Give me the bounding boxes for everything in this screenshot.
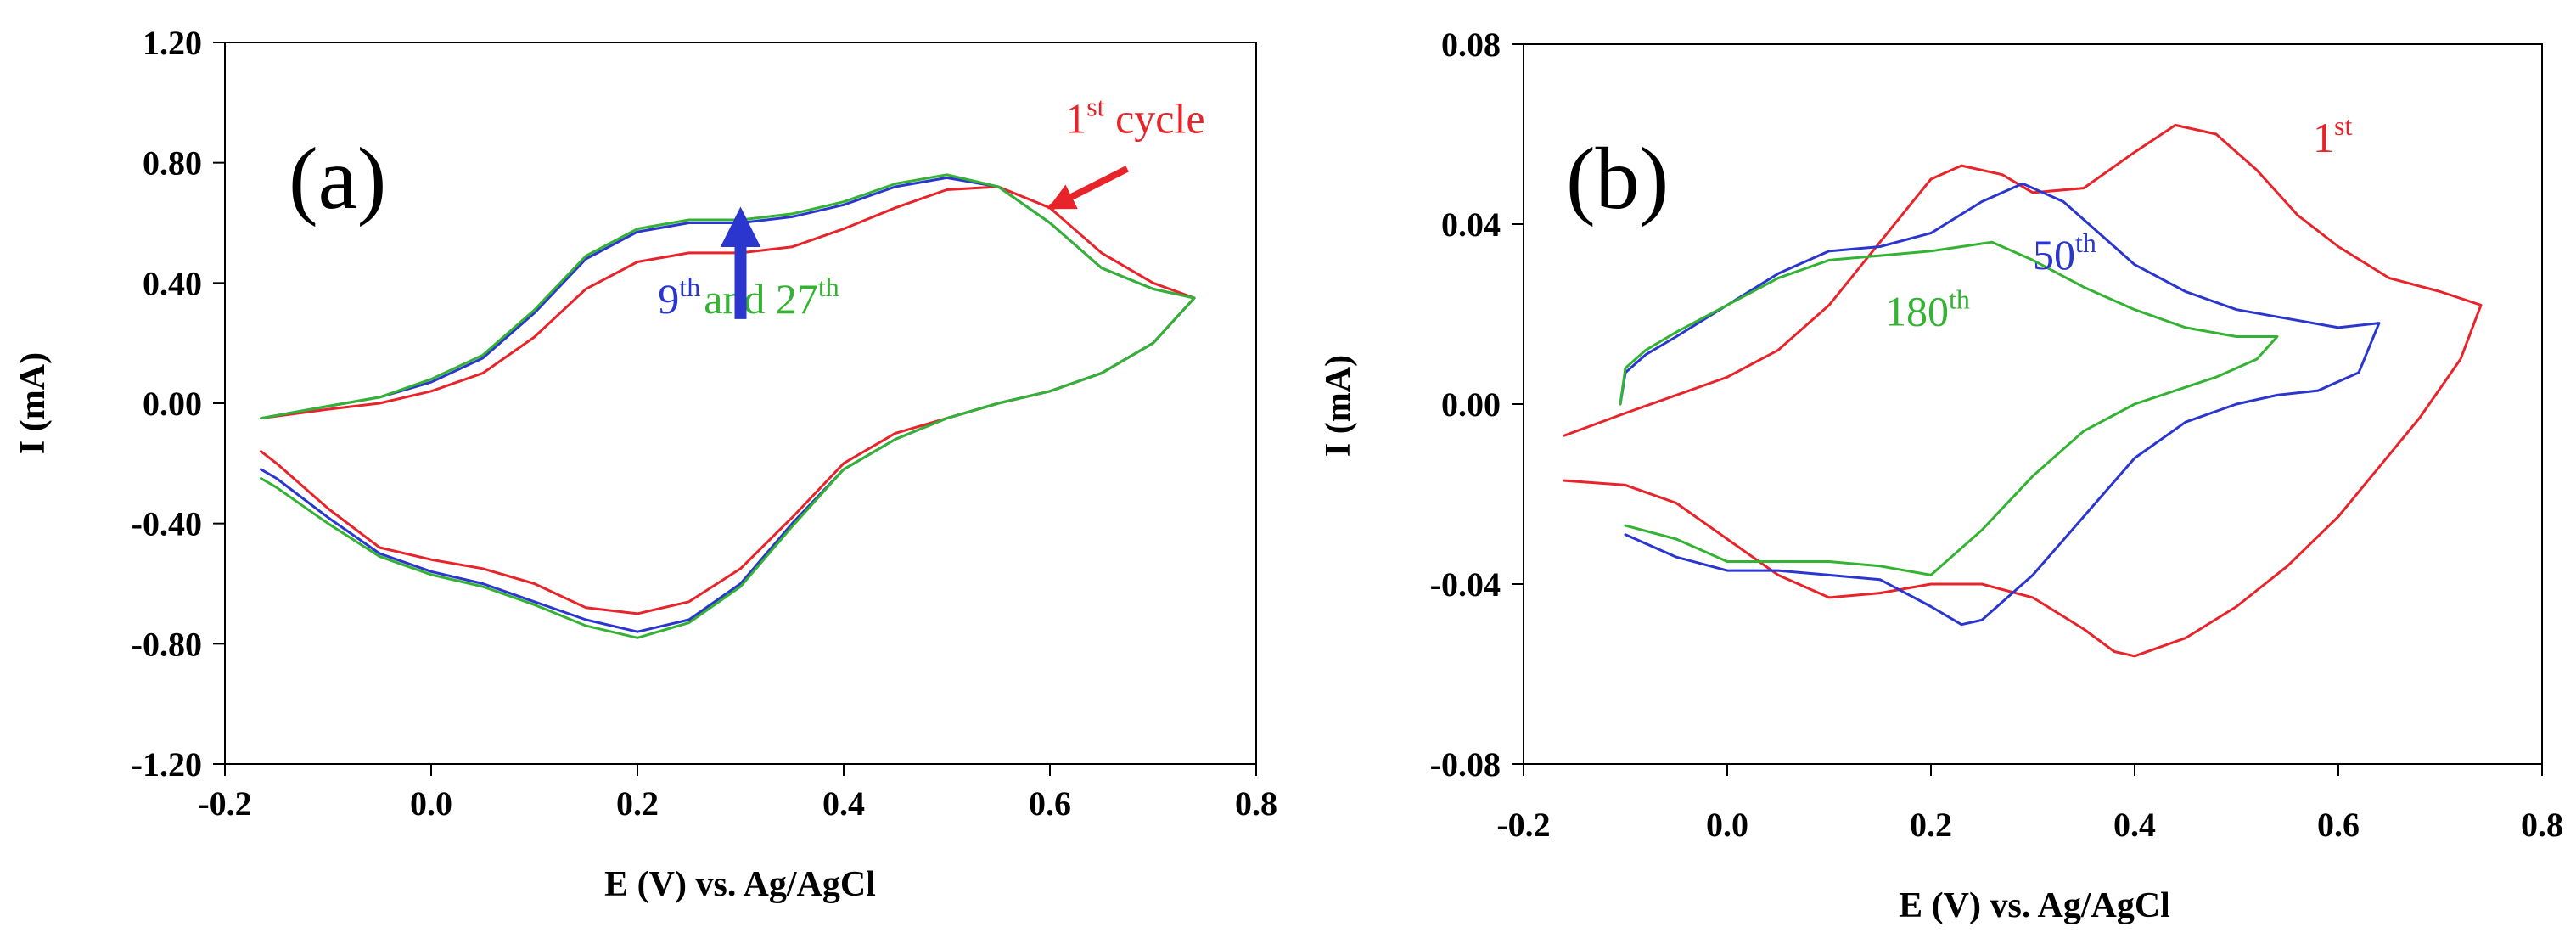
series-lines	[1563, 123, 2483, 658]
x-axis-title-b: E (V) vs. Ag/AgCl	[1899, 886, 2170, 925]
y-tick-label: 0.04	[1441, 205, 1501, 244]
series-line-1st	[1563, 123, 2483, 658]
axis-ticks	[1512, 43, 2543, 776]
panel-a: -0.2 0.0 0.2 0.4 0.6 0.8 -1.20 -0.80 -0.40 0.00 0.…	[14, 24, 1277, 904]
plot-area-frame	[1523, 43, 2543, 765]
annotation-sup: th	[679, 272, 700, 302]
y-tick-label: -0.08	[1430, 745, 1501, 784]
y-tick-label: 0.00	[1441, 385, 1501, 424]
x-tick-label: -0.2	[198, 784, 251, 823]
annotation-first: 1st	[2313, 110, 2352, 161]
panel-label-b: (b)	[1566, 130, 1669, 228]
y-tick-label: 0.80	[143, 144, 202, 183]
x-tick-label: 0.2	[616, 784, 659, 823]
x-tick-label: 0.0	[1706, 806, 1748, 844]
y-tick-label: 0.08	[1441, 25, 1501, 64]
y-tick-label: 0.40	[143, 264, 202, 302]
x-tick-label: 0.8	[2521, 806, 2563, 844]
annotation-base: 1	[1065, 94, 1086, 142]
x-tick-label: 0.2	[1910, 806, 1952, 844]
series-line-50th	[1619, 182, 2381, 627]
y-axis-title-b: I (mA)	[1319, 355, 1358, 457]
annotation-oneeightieth: 180th	[1885, 284, 1970, 334]
y-tick-label: -1.20	[132, 745, 202, 784]
annotation-base: 9	[658, 275, 679, 323]
annotation-suffix: cycle	[1105, 94, 1205, 142]
y-tick-label: 1.20	[143, 24, 202, 62]
series-lines	[260, 173, 1196, 639]
axis-tick-labels: -0.2 0.0 0.2 0.4 0.6 0.8 -1.20 -0.80 -0.40 0.00 0.…	[132, 24, 1277, 823]
x-tick-label: 0.0	[410, 784, 452, 823]
annotation-sup: th	[818, 272, 839, 302]
x-tick-label: 0.6	[1029, 784, 1071, 823]
annotation-sup: th	[1949, 284, 1970, 314]
x-axis-title-a: E (V) vs. Ag/AgCl	[604, 865, 876, 904]
x-tick-label: 0.6	[2317, 806, 2360, 844]
y-axis-title-a: I (mA)	[14, 352, 53, 454]
annotation-sup: st	[1086, 91, 1104, 121]
y-tick-label: 0.00	[143, 385, 202, 423]
annotation-sup: st	[2334, 110, 2352, 141]
series-line-1st-cycle	[260, 185, 1196, 615]
y-tick-label: -0.04	[1430, 565, 1501, 604]
panel-b: -0.2 0.0 0.2 0.4 0.6 0.8 -0.08 -0.04 0.00 0.04 0.0…	[1319, 25, 2563, 925]
annotation-base: 1	[2313, 114, 2334, 161]
annotation-sup: th	[2075, 228, 2096, 258]
y-tick-label: -0.40	[132, 505, 202, 543]
series-line-180th	[1619, 240, 2279, 576]
y-tick-label: -0.80	[132, 625, 202, 663]
axis-ticks	[213, 42, 1257, 776]
annotation-first: 1st cycle	[1065, 91, 1204, 142]
x-tick-label: 0.4	[822, 784, 865, 823]
annotation-fiftieth: 50th	[2033, 228, 2096, 278]
annotation-arrow	[1047, 166, 1129, 211]
series-line-27th	[260, 173, 1196, 639]
panel-label-a: (a)	[289, 130, 386, 228]
annotation-base: 50	[2033, 231, 2075, 278]
x-tick-label: 0.4	[2113, 806, 2156, 844]
annotation-base: 180	[1885, 287, 1949, 334]
x-tick-label: 0.8	[1235, 784, 1277, 823]
annotation-ninth: 9th	[658, 272, 700, 323]
axis-tick-labels: -0.2 0.0 0.2 0.4 0.6 0.8 -0.08 -0.04 0.00 0.04 0.0…	[1430, 25, 2563, 844]
x-tick-label: -0.2	[1496, 806, 1550, 844]
annotation-and27: and 27th	[704, 272, 839, 323]
annotation-base: and 27	[704, 275, 818, 323]
